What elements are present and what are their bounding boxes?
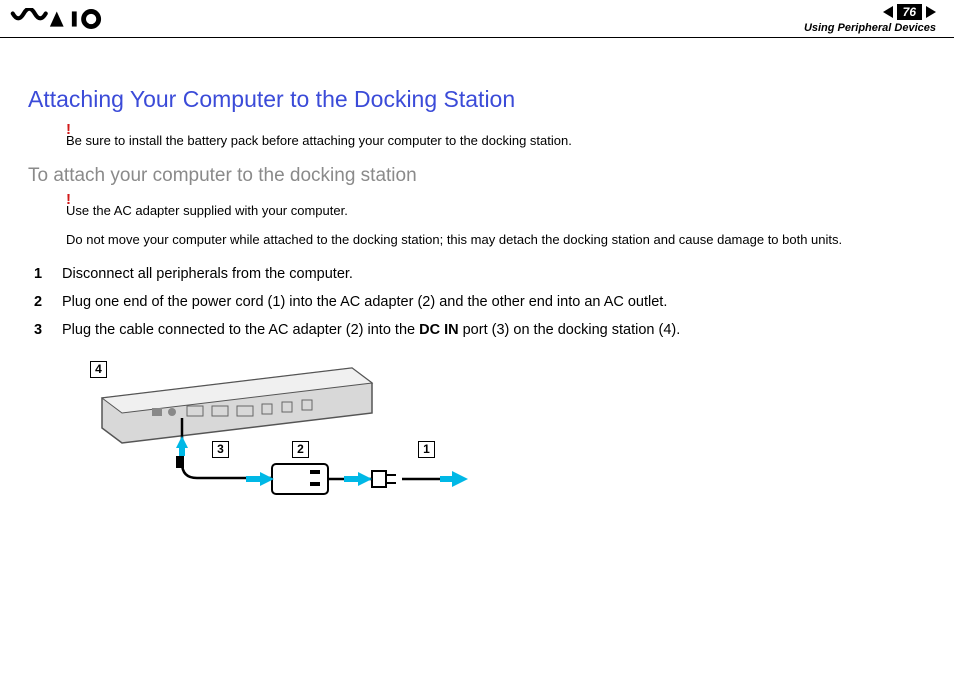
step-number: 1 — [34, 264, 48, 284]
page-title: Attaching Your Computer to the Docking S… — [28, 86, 926, 113]
step-item: 2 Plug one end of the power cord (1) int… — [34, 292, 926, 312]
step-number: 3 — [34, 320, 48, 340]
figure-label-3: 3 — [212, 441, 229, 458]
docking-figure: 4 3 2 1 — [72, 358, 926, 523]
warning-icon: ! — [66, 121, 71, 138]
arrow-icon — [358, 472, 372, 486]
step-text: Plug the cable connected to the AC adapt… — [62, 320, 680, 340]
step-text: Disconnect all peripherals from the comp… — [62, 264, 353, 284]
step-item: 3 Plug the cable connected to the AC ada… — [34, 320, 926, 340]
breadcrumb[interactable]: Using Peripheral Devices — [804, 22, 936, 34]
page-header: 76 Using Peripheral Devices — [0, 0, 954, 38]
vaio-logo — [10, 8, 120, 30]
docking-diagram-svg: 4 3 2 1 — [72, 358, 492, 518]
section-subtitle: To attach your computer to the docking s… — [28, 165, 926, 187]
page-nav: 76 — [883, 4, 936, 20]
figure-label-4: 4 — [90, 361, 107, 378]
header-right: 76 Using Peripheral Devices — [804, 4, 936, 34]
figure-label-2: 2 — [292, 441, 309, 458]
page-content: Attaching Your Computer to the Docking S… — [0, 38, 954, 523]
next-page-icon[interactable] — [926, 6, 936, 18]
step-item: 1 Disconnect all peripherals from the co… — [34, 264, 926, 284]
page-number: 76 — [897, 4, 922, 20]
figure-label-1: 1 — [418, 441, 435, 458]
warning-1-text: Be sure to install the battery pack befo… — [66, 131, 926, 151]
prev-page-icon[interactable] — [883, 6, 893, 18]
arrow-icon — [452, 471, 468, 487]
step-text: Plug one end of the power cord (1) into … — [62, 292, 667, 312]
docking-station-shape — [102, 368, 372, 443]
step-number: 2 — [34, 292, 48, 312]
warning-1: ! Be sure to install the battery pack be… — [66, 131, 926, 151]
steps-list: 1 Disconnect all peripherals from the co… — [34, 264, 926, 341]
warning-2-line1: Use the AC adapter supplied with your co… — [66, 201, 926, 221]
warning-icon: ! — [66, 191, 71, 208]
warning-2-line2: Do not move your computer while attached… — [66, 230, 926, 250]
warning-2: ! Use the AC adapter supplied with your … — [66, 201, 926, 250]
